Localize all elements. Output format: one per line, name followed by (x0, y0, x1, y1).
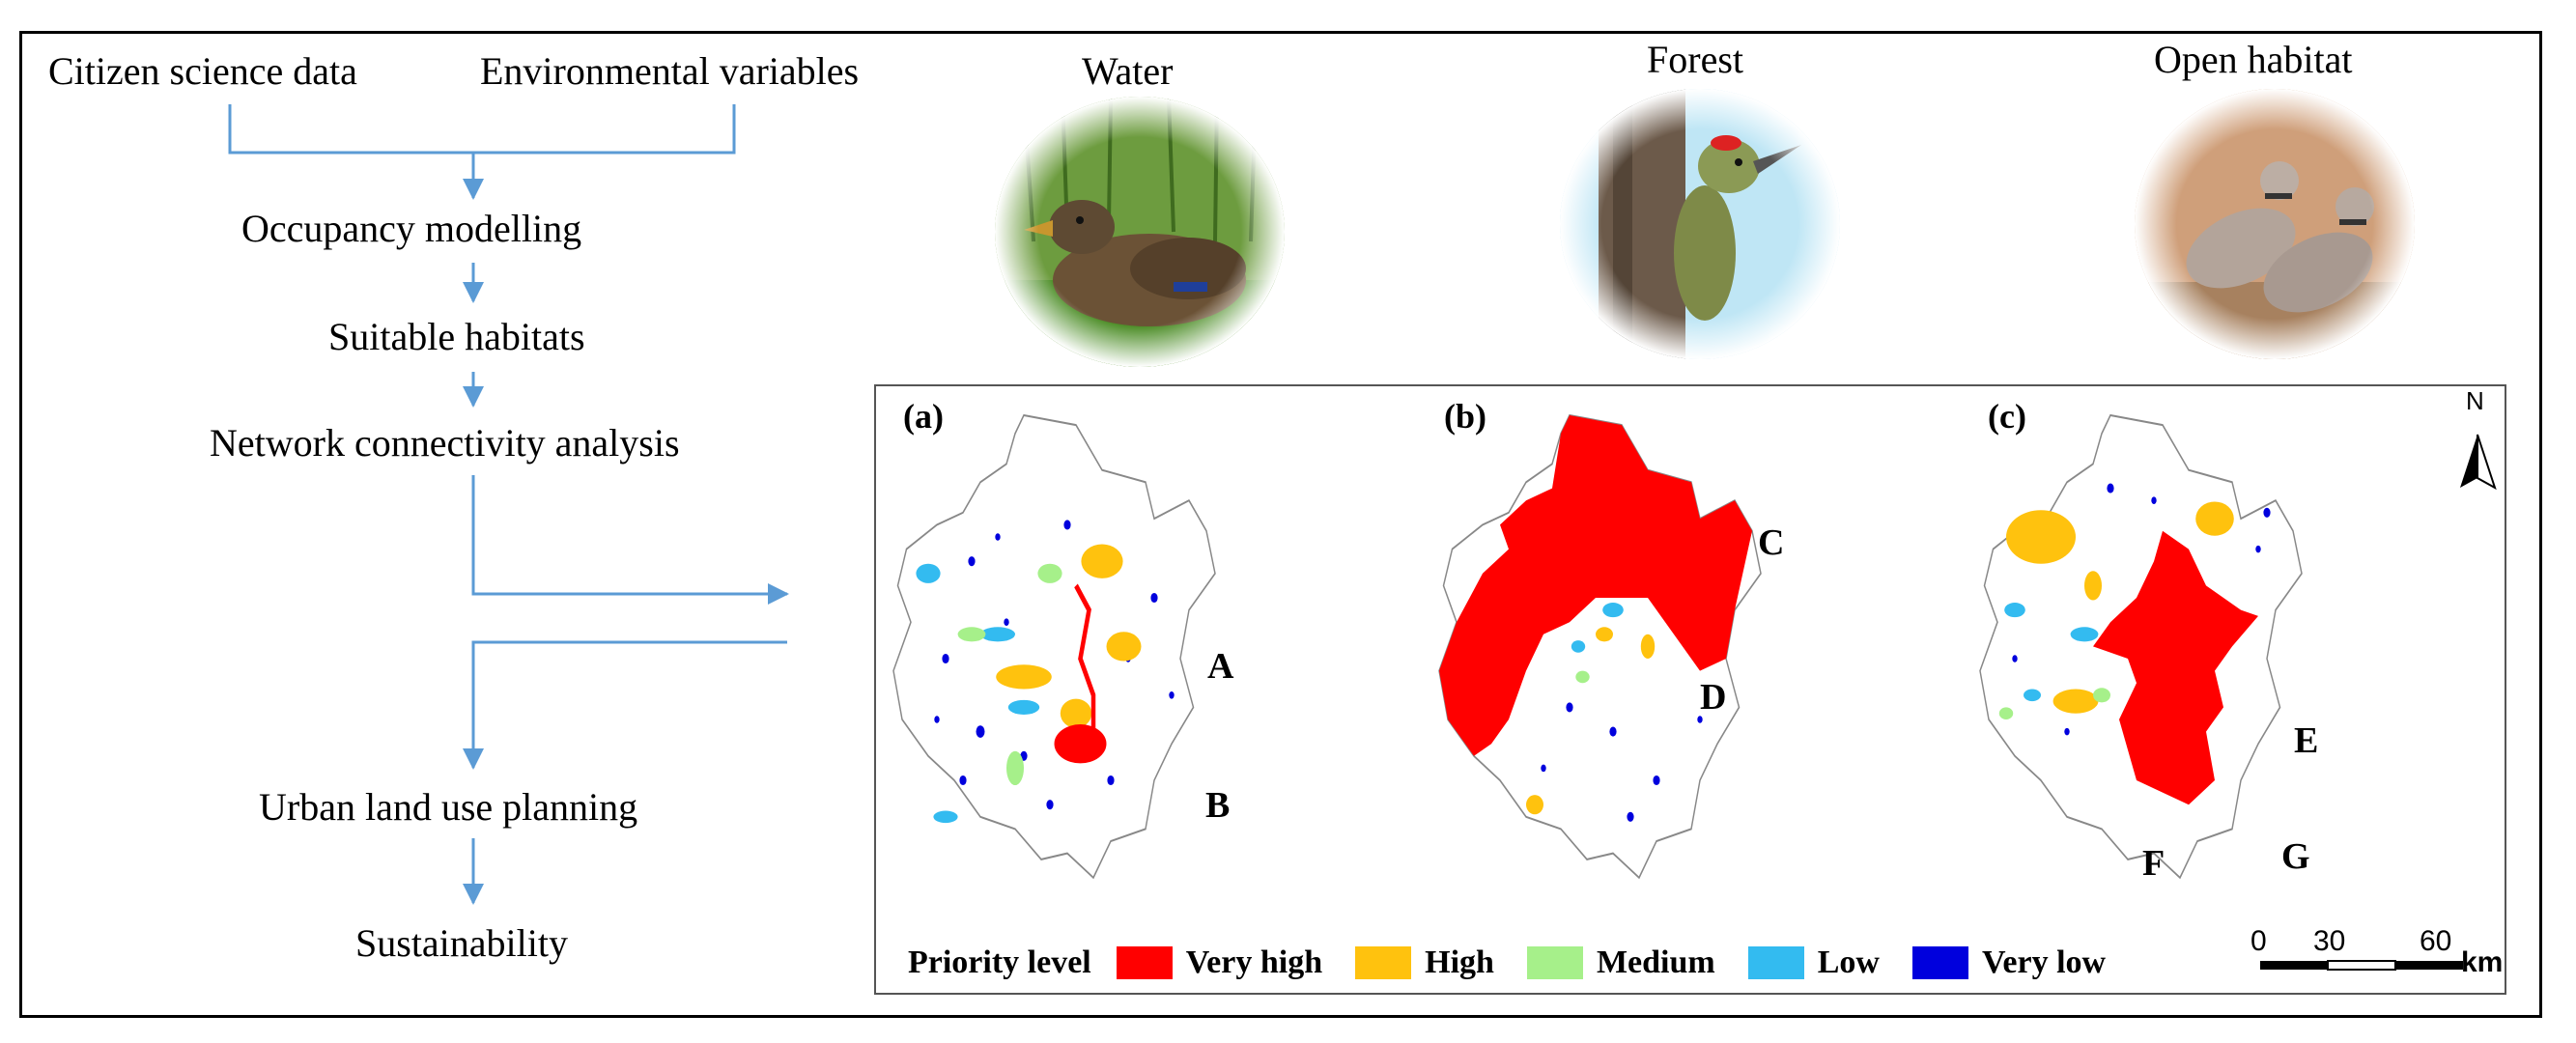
region-letter-f: F (2142, 843, 2166, 884)
map-b (1437, 413, 1763, 879)
north-arrow-icon (2460, 434, 2497, 491)
legend-item-low: Low (1747, 944, 1880, 981)
scale-unit: km (2461, 946, 2504, 978)
merge-connector (228, 104, 736, 155)
step-network: Network connectivity analysis (210, 421, 680, 465)
legend-item-very-low: Very low (1911, 944, 2107, 981)
region-letter-a: A (1207, 646, 1234, 687)
legend-label: High (1425, 944, 1494, 980)
scale-bar (2260, 960, 2463, 971)
scale-tick-60: 60 (2420, 925, 2452, 957)
legend-swatch (1355, 946, 1412, 979)
legend-item-very-high: Very high (1116, 944, 1323, 981)
outcome-land-use: Urban land use planning (259, 785, 638, 829)
arrow-to-maps (471, 475, 789, 605)
map-c (1978, 413, 2304, 879)
photo-label-forest: Forest (1647, 38, 1743, 81)
legend-swatch (1911, 946, 1968, 979)
duck-photo (995, 97, 1285, 367)
photo-label-open-habitat: Open habitat (2154, 38, 2353, 81)
source-environmental: Environmental variables (480, 49, 860, 93)
region-letter-c: C (1758, 522, 1785, 563)
arrow-from-maps (463, 640, 787, 770)
scale-tick-0: 0 (2250, 925, 2267, 957)
outcome-sustainability: Sustainability (355, 921, 568, 965)
legend-item-high: High (1355, 944, 1494, 981)
woodpecker-photo (1560, 89, 1840, 359)
map-a (892, 413, 1217, 879)
legend-swatch (1747, 946, 1804, 979)
map-tag-b: (b) (1444, 397, 1486, 436)
legend-label: Medium (1596, 944, 1715, 980)
legend-title: Priority level (908, 944, 1091, 980)
map-tag-c: (c) (1988, 397, 2026, 436)
north-label: N (2466, 386, 2484, 415)
region-letter-g: G (2281, 836, 2310, 877)
step-occupancy: Occupancy modelling (241, 207, 582, 250)
region-letter-e: E (2294, 720, 2319, 761)
region-letter-d: D (1700, 677, 1727, 718)
legend-label: Very high (1185, 944, 1323, 980)
map-tag-a: (a) (903, 397, 944, 436)
scale-tick-30: 30 (2313, 925, 2346, 957)
step-suitable: Suitable habitats (328, 315, 585, 358)
legend-label: Very low (1981, 944, 2107, 980)
photo-label-water: Water (1082, 49, 1174, 93)
region-letter-b: B (1205, 785, 1231, 826)
priority-legend: Priority level Very high High Medium Low… (908, 942, 2138, 984)
legend-swatch (1116, 946, 1173, 979)
source-citizen-science: Citizen science data (48, 49, 357, 93)
legend-swatch (1526, 946, 1583, 979)
legend-label: Low (1817, 944, 1880, 980)
legend-item-medium: Medium (1526, 944, 1715, 981)
figure-frame (19, 31, 2542, 1018)
